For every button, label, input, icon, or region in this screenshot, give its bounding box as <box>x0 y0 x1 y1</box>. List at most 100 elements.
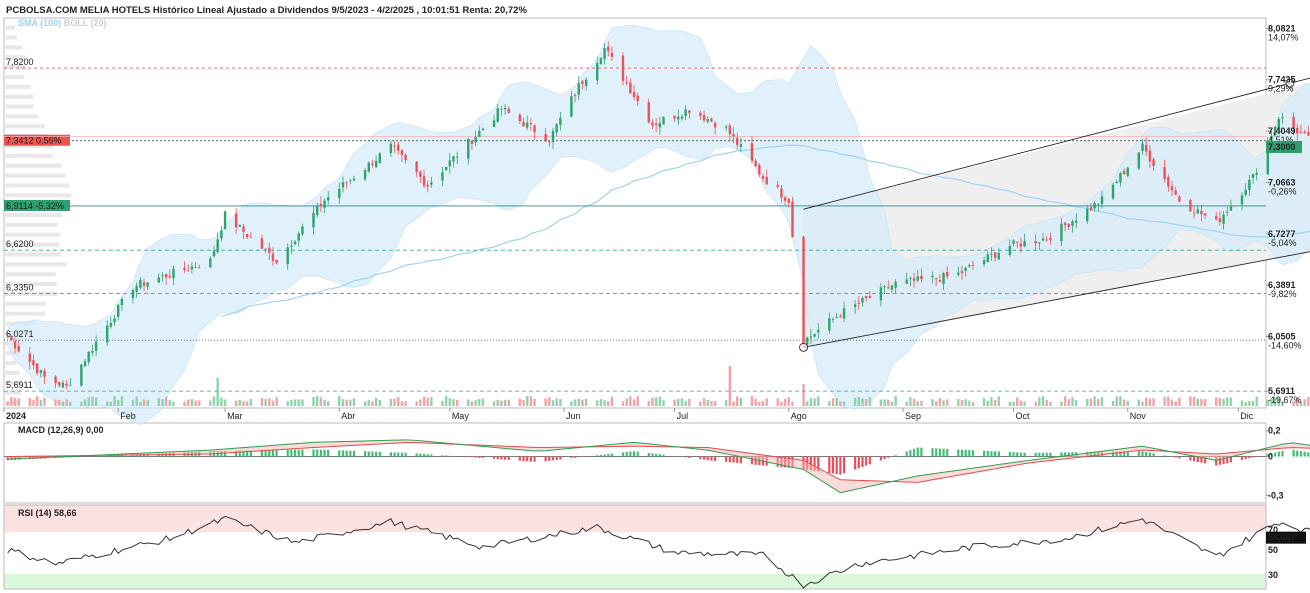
volume-bar <box>883 399 886 406</box>
volume-bar <box>146 400 149 406</box>
volume-bar <box>507 399 510 406</box>
volume-bar <box>164 396 168 406</box>
candle <box>260 238 264 249</box>
volume-bar <box>1273 397 1277 406</box>
volume-bar <box>43 397 46 406</box>
macd-histogram-bar <box>1137 451 1140 457</box>
volume-bar <box>920 400 923 406</box>
candle <box>419 171 422 177</box>
macd-histogram-bar <box>573 456 577 458</box>
candle <box>761 175 765 179</box>
candle <box>632 92 636 98</box>
macd-histogram-bar <box>1299 451 1303 457</box>
candle <box>990 253 993 255</box>
candle <box>662 117 665 125</box>
macd-histogram-bar <box>1244 456 1247 460</box>
candle <box>183 267 186 270</box>
candle <box>146 282 149 287</box>
macd-histogram-bar <box>905 451 908 457</box>
candle <box>931 275 934 277</box>
volume-bar <box>1196 398 1199 406</box>
candle <box>673 115 676 119</box>
volume-bar <box>916 401 919 406</box>
volume-bar <box>986 400 989 406</box>
candle <box>776 184 779 187</box>
profile-bar <box>4 104 34 109</box>
volume-bar <box>183 401 186 406</box>
candle <box>478 131 481 137</box>
macd-histogram-bar <box>142 454 146 457</box>
candle <box>736 138 739 145</box>
volume-bar <box>942 400 945 406</box>
candle <box>607 46 610 52</box>
volume-bar <box>352 398 356 406</box>
candle <box>297 233 300 241</box>
volume-bar <box>1008 401 1012 406</box>
macd-histogram-bar <box>1034 452 1037 457</box>
candle <box>1034 241 1037 244</box>
volume-bar <box>1192 396 1196 406</box>
macd-histogram-bar <box>375 451 378 457</box>
volume-bar <box>706 399 709 406</box>
volume-bar <box>503 399 507 406</box>
channel-anchor <box>799 342 808 352</box>
macd-histogram-bar <box>371 451 374 457</box>
volume-bar <box>1255 396 1258 406</box>
volume-bar <box>1248 401 1251 406</box>
macd-histogram-bar <box>725 456 728 462</box>
macd-histogram-bar <box>916 447 919 457</box>
x-tick-label: Mar <box>227 411 243 421</box>
volume-bar <box>1122 399 1126 406</box>
volume-bar <box>1170 399 1174 406</box>
profile-bar <box>4 242 60 247</box>
candle <box>415 161 418 173</box>
macd-histogram-bar <box>1041 452 1045 457</box>
volume-bar <box>1060 401 1063 406</box>
volume-bar <box>651 397 654 406</box>
volume-bar <box>131 399 135 406</box>
candle <box>813 334 816 337</box>
volume-bar <box>1067 399 1071 406</box>
macd-histogram-bar <box>235 450 238 457</box>
volume-bar <box>599 399 603 406</box>
volume-bar <box>625 398 628 406</box>
profile-bar <box>4 55 26 60</box>
macd-histogram-bar <box>246 450 249 457</box>
profile-bar <box>4 213 63 218</box>
candle <box>430 182 433 185</box>
candle <box>1296 127 1299 134</box>
macd-histogram-bar <box>389 452 392 457</box>
macd-histogram-bar <box>1292 449 1295 457</box>
profile-bar <box>4 114 39 119</box>
profile-bar <box>4 45 23 50</box>
candle <box>817 329 820 333</box>
volume-bar <box>455 399 459 406</box>
macd-histogram-bar <box>1115 451 1118 457</box>
candle <box>861 298 864 303</box>
candle <box>389 143 393 154</box>
macd-histogram-bar <box>1218 456 1221 465</box>
y-tick-value: 8,0821 <box>1268 23 1296 33</box>
x-tick-label: Dic <box>1240 411 1253 421</box>
candle <box>1215 216 1218 220</box>
candle <box>54 376 57 384</box>
volume-bar <box>83 399 87 406</box>
volume-bar <box>1307 397 1310 406</box>
volume-bar <box>271 400 275 406</box>
candle <box>754 160 757 167</box>
rsi-overbought-zone <box>4 505 1266 533</box>
candle <box>584 79 588 87</box>
macd-histogram-bar <box>109 455 112 457</box>
macd-histogram-bar <box>1277 451 1280 457</box>
macd-histogram-bar <box>942 448 945 457</box>
candle <box>275 259 278 264</box>
macd-histogram-bar <box>1303 451 1306 457</box>
candle <box>28 353 31 362</box>
macd-histogram-bar <box>478 456 481 458</box>
volume-bar <box>551 400 555 406</box>
candle <box>1240 195 1244 205</box>
level-label: 7,8200 <box>6 57 34 67</box>
y-tick-pct: -9,82% <box>1268 289 1297 299</box>
macd-histogram-bar <box>544 456 547 462</box>
macd-histogram-bar <box>65 456 68 458</box>
